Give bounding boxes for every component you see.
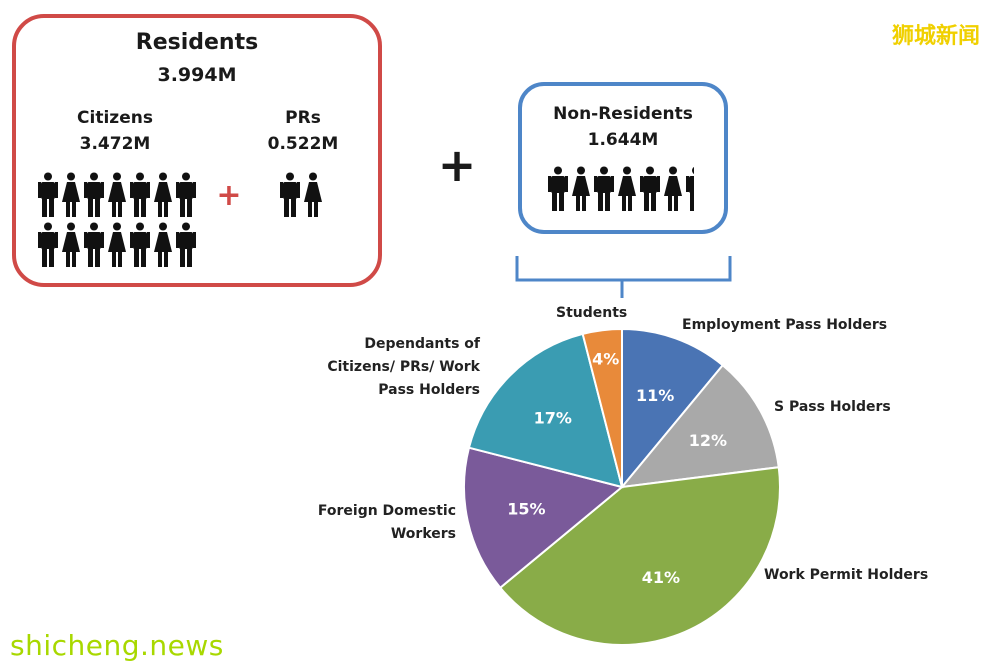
man-icon — [130, 172, 150, 217]
woman-icon — [572, 166, 590, 211]
man-icon — [594, 166, 614, 211]
slice-label-s-pass: S Pass Holders — [774, 399, 891, 415]
citizens-value: 3.472M — [79, 134, 151, 154]
pie-value-label-1: 12% — [689, 431, 727, 450]
bracket — [515, 256, 732, 298]
citizens-label: Citizens — [77, 108, 153, 128]
man-icon — [38, 222, 58, 267]
woman-icon — [664, 166, 682, 211]
watermark-cn: 狮城新闻 — [891, 23, 980, 49]
pie-slice-1 — [619, 363, 780, 489]
non-residents-people-row — [548, 166, 697, 212]
non-residents-value: 1.644M — [587, 130, 659, 150]
pie-value-label-2: 41% — [642, 568, 680, 587]
man-icon — [548, 166, 568, 211]
pie-value-label-3: 15% — [507, 499, 545, 518]
pie-slice-2 — [498, 466, 781, 646]
woman-icon — [154, 222, 172, 267]
slice-label-employment-pass: Employment Pass Holders — [682, 317, 888, 333]
partial-person-icon — [686, 167, 694, 211]
pie-slice-5 — [581, 327, 623, 488]
prs-label: PRs — [285, 108, 321, 128]
woman-icon — [618, 166, 636, 211]
woman-icon — [108, 172, 126, 217]
citizens-people-row — [38, 222, 199, 268]
residents-plus-sign: + — [216, 178, 242, 213]
pie-value-label-4: 17% — [534, 409, 572, 428]
man-icon — [130, 222, 150, 267]
woman-icon — [62, 172, 80, 217]
man-icon — [176, 172, 196, 217]
pie-slice-4 — [467, 332, 624, 489]
citizens-people-row — [38, 172, 199, 218]
man-icon — [280, 172, 300, 217]
woman-icon — [62, 222, 80, 267]
pie-value-label-0: 11% — [636, 386, 674, 405]
residents-total: 3.994M — [157, 64, 237, 86]
residents-title: Residents — [135, 30, 259, 55]
watermark-en: shicheng.news — [10, 629, 224, 662]
pie-slice-3 — [462, 446, 625, 590]
man-icon — [38, 172, 58, 217]
slice-label-students: Students — [556, 305, 628, 321]
slice-label-dependants: Dependants of Citizens/ PRs/ Work Pass H… — [327, 336, 480, 398]
man-icon — [84, 222, 104, 267]
woman-icon — [108, 222, 126, 267]
woman-icon — [304, 172, 322, 217]
man-icon — [176, 222, 196, 267]
man-icon — [640, 166, 660, 211]
woman-icon — [154, 172, 172, 217]
prs-value: 0.522M — [267, 134, 339, 154]
slice-label-foreign-domestic: Foreign Domestic Workers — [317, 503, 456, 542]
man-icon — [84, 172, 104, 217]
prs-people-row — [280, 172, 326, 218]
non-residents-label: Non-Residents — [553, 104, 693, 124]
pie-value-label-5: 4% — [592, 349, 619, 368]
slice-label-work-permit: Work Permit Holders — [764, 567, 929, 583]
pie-slice-0 — [621, 327, 725, 490]
plus-sign: + — [437, 138, 477, 192]
